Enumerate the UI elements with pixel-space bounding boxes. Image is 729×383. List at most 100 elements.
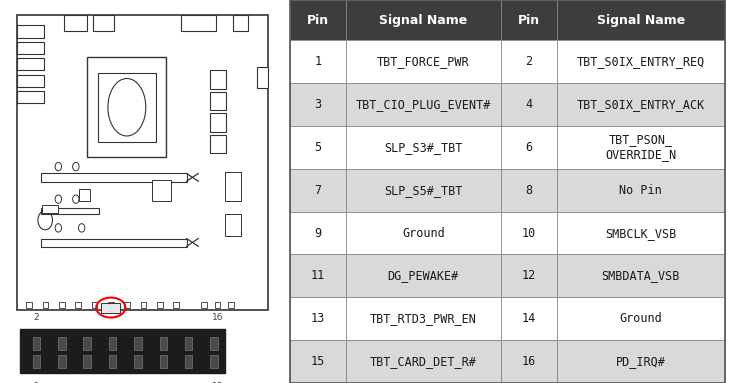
Text: 10: 10 — [522, 226, 536, 239]
Text: 2: 2 — [34, 313, 39, 322]
FancyBboxPatch shape — [201, 302, 207, 308]
FancyBboxPatch shape — [557, 169, 725, 211]
FancyBboxPatch shape — [233, 15, 248, 31]
FancyBboxPatch shape — [501, 297, 557, 340]
FancyBboxPatch shape — [225, 214, 241, 236]
FancyBboxPatch shape — [152, 180, 171, 201]
FancyBboxPatch shape — [210, 113, 226, 132]
Text: TBT_CARD_DET_R#: TBT_CARD_DET_R# — [370, 355, 477, 368]
FancyBboxPatch shape — [41, 208, 99, 214]
FancyBboxPatch shape — [210, 135, 226, 153]
FancyBboxPatch shape — [289, 211, 346, 254]
Text: Ground: Ground — [402, 226, 445, 239]
Text: TBT_S0IX_ENTRY_REQ: TBT_S0IX_ENTRY_REQ — [577, 55, 705, 68]
FancyBboxPatch shape — [87, 57, 166, 157]
Text: 5: 5 — [314, 141, 321, 154]
FancyBboxPatch shape — [83, 337, 91, 350]
FancyBboxPatch shape — [501, 211, 557, 254]
Text: 3: 3 — [314, 98, 321, 111]
FancyBboxPatch shape — [501, 0, 557, 40]
FancyBboxPatch shape — [210, 70, 226, 89]
FancyBboxPatch shape — [75, 302, 81, 308]
FancyBboxPatch shape — [289, 254, 346, 297]
FancyBboxPatch shape — [101, 303, 120, 313]
Text: 6: 6 — [526, 141, 532, 154]
Text: SMBDATA_VSB: SMBDATA_VSB — [601, 269, 680, 282]
FancyBboxPatch shape — [181, 15, 216, 31]
FancyBboxPatch shape — [557, 340, 725, 383]
FancyBboxPatch shape — [109, 337, 117, 350]
Text: Ground: Ground — [620, 312, 662, 325]
Text: 12: 12 — [522, 269, 536, 282]
FancyBboxPatch shape — [346, 169, 501, 211]
FancyBboxPatch shape — [141, 302, 147, 308]
FancyBboxPatch shape — [501, 40, 557, 83]
FancyBboxPatch shape — [557, 0, 725, 40]
FancyBboxPatch shape — [346, 211, 501, 254]
Text: 1: 1 — [314, 55, 321, 68]
FancyBboxPatch shape — [289, 340, 346, 383]
FancyBboxPatch shape — [174, 302, 179, 308]
Text: 13: 13 — [311, 312, 325, 325]
FancyBboxPatch shape — [210, 92, 226, 110]
Text: 8: 8 — [526, 184, 532, 197]
FancyBboxPatch shape — [210, 355, 218, 368]
FancyBboxPatch shape — [346, 83, 501, 126]
FancyBboxPatch shape — [17, 15, 268, 310]
FancyBboxPatch shape — [64, 15, 87, 31]
Text: 16: 16 — [212, 313, 224, 322]
Text: 4: 4 — [526, 98, 532, 111]
FancyBboxPatch shape — [124, 302, 130, 308]
FancyBboxPatch shape — [346, 340, 501, 383]
FancyBboxPatch shape — [42, 302, 48, 308]
FancyBboxPatch shape — [501, 169, 557, 211]
FancyBboxPatch shape — [346, 254, 501, 297]
Text: SMBCLK_VSB: SMBCLK_VSB — [605, 226, 677, 239]
FancyBboxPatch shape — [134, 337, 141, 350]
Text: 9: 9 — [314, 226, 321, 239]
FancyBboxPatch shape — [557, 83, 725, 126]
Text: Pin: Pin — [518, 14, 540, 26]
FancyBboxPatch shape — [557, 254, 725, 297]
FancyBboxPatch shape — [42, 205, 58, 213]
Text: 15: 15 — [212, 382, 224, 383]
Text: 1: 1 — [34, 382, 39, 383]
FancyBboxPatch shape — [17, 25, 44, 38]
FancyBboxPatch shape — [289, 0, 346, 40]
FancyBboxPatch shape — [346, 0, 501, 40]
Text: Signal Name: Signal Name — [379, 14, 467, 26]
FancyBboxPatch shape — [134, 355, 141, 368]
FancyBboxPatch shape — [557, 297, 725, 340]
FancyBboxPatch shape — [214, 302, 220, 308]
FancyBboxPatch shape — [257, 67, 268, 88]
Text: 2: 2 — [526, 55, 532, 68]
FancyBboxPatch shape — [228, 302, 234, 308]
FancyBboxPatch shape — [289, 297, 346, 340]
FancyBboxPatch shape — [41, 173, 187, 182]
FancyBboxPatch shape — [501, 340, 557, 383]
FancyBboxPatch shape — [58, 337, 66, 350]
FancyBboxPatch shape — [93, 15, 114, 31]
Text: No Pin: No Pin — [620, 184, 662, 197]
FancyBboxPatch shape — [17, 75, 44, 87]
FancyBboxPatch shape — [501, 126, 557, 169]
Text: PD_IRQ#: PD_IRQ# — [616, 355, 666, 368]
FancyBboxPatch shape — [17, 42, 44, 54]
FancyBboxPatch shape — [109, 355, 117, 368]
FancyBboxPatch shape — [557, 211, 725, 254]
FancyBboxPatch shape — [59, 302, 65, 308]
Text: 11: 11 — [311, 269, 325, 282]
Text: SLP_S5#_TBT: SLP_S5#_TBT — [384, 184, 462, 197]
FancyBboxPatch shape — [289, 169, 346, 211]
FancyBboxPatch shape — [210, 337, 218, 350]
FancyBboxPatch shape — [185, 337, 192, 350]
FancyBboxPatch shape — [92, 302, 98, 308]
FancyBboxPatch shape — [289, 40, 346, 83]
FancyBboxPatch shape — [83, 355, 91, 368]
FancyBboxPatch shape — [33, 337, 40, 350]
Text: 16: 16 — [522, 355, 536, 368]
FancyBboxPatch shape — [185, 355, 192, 368]
Text: TBT_FORCE_PWR: TBT_FORCE_PWR — [377, 55, 469, 68]
FancyBboxPatch shape — [17, 58, 44, 70]
FancyBboxPatch shape — [157, 302, 163, 308]
